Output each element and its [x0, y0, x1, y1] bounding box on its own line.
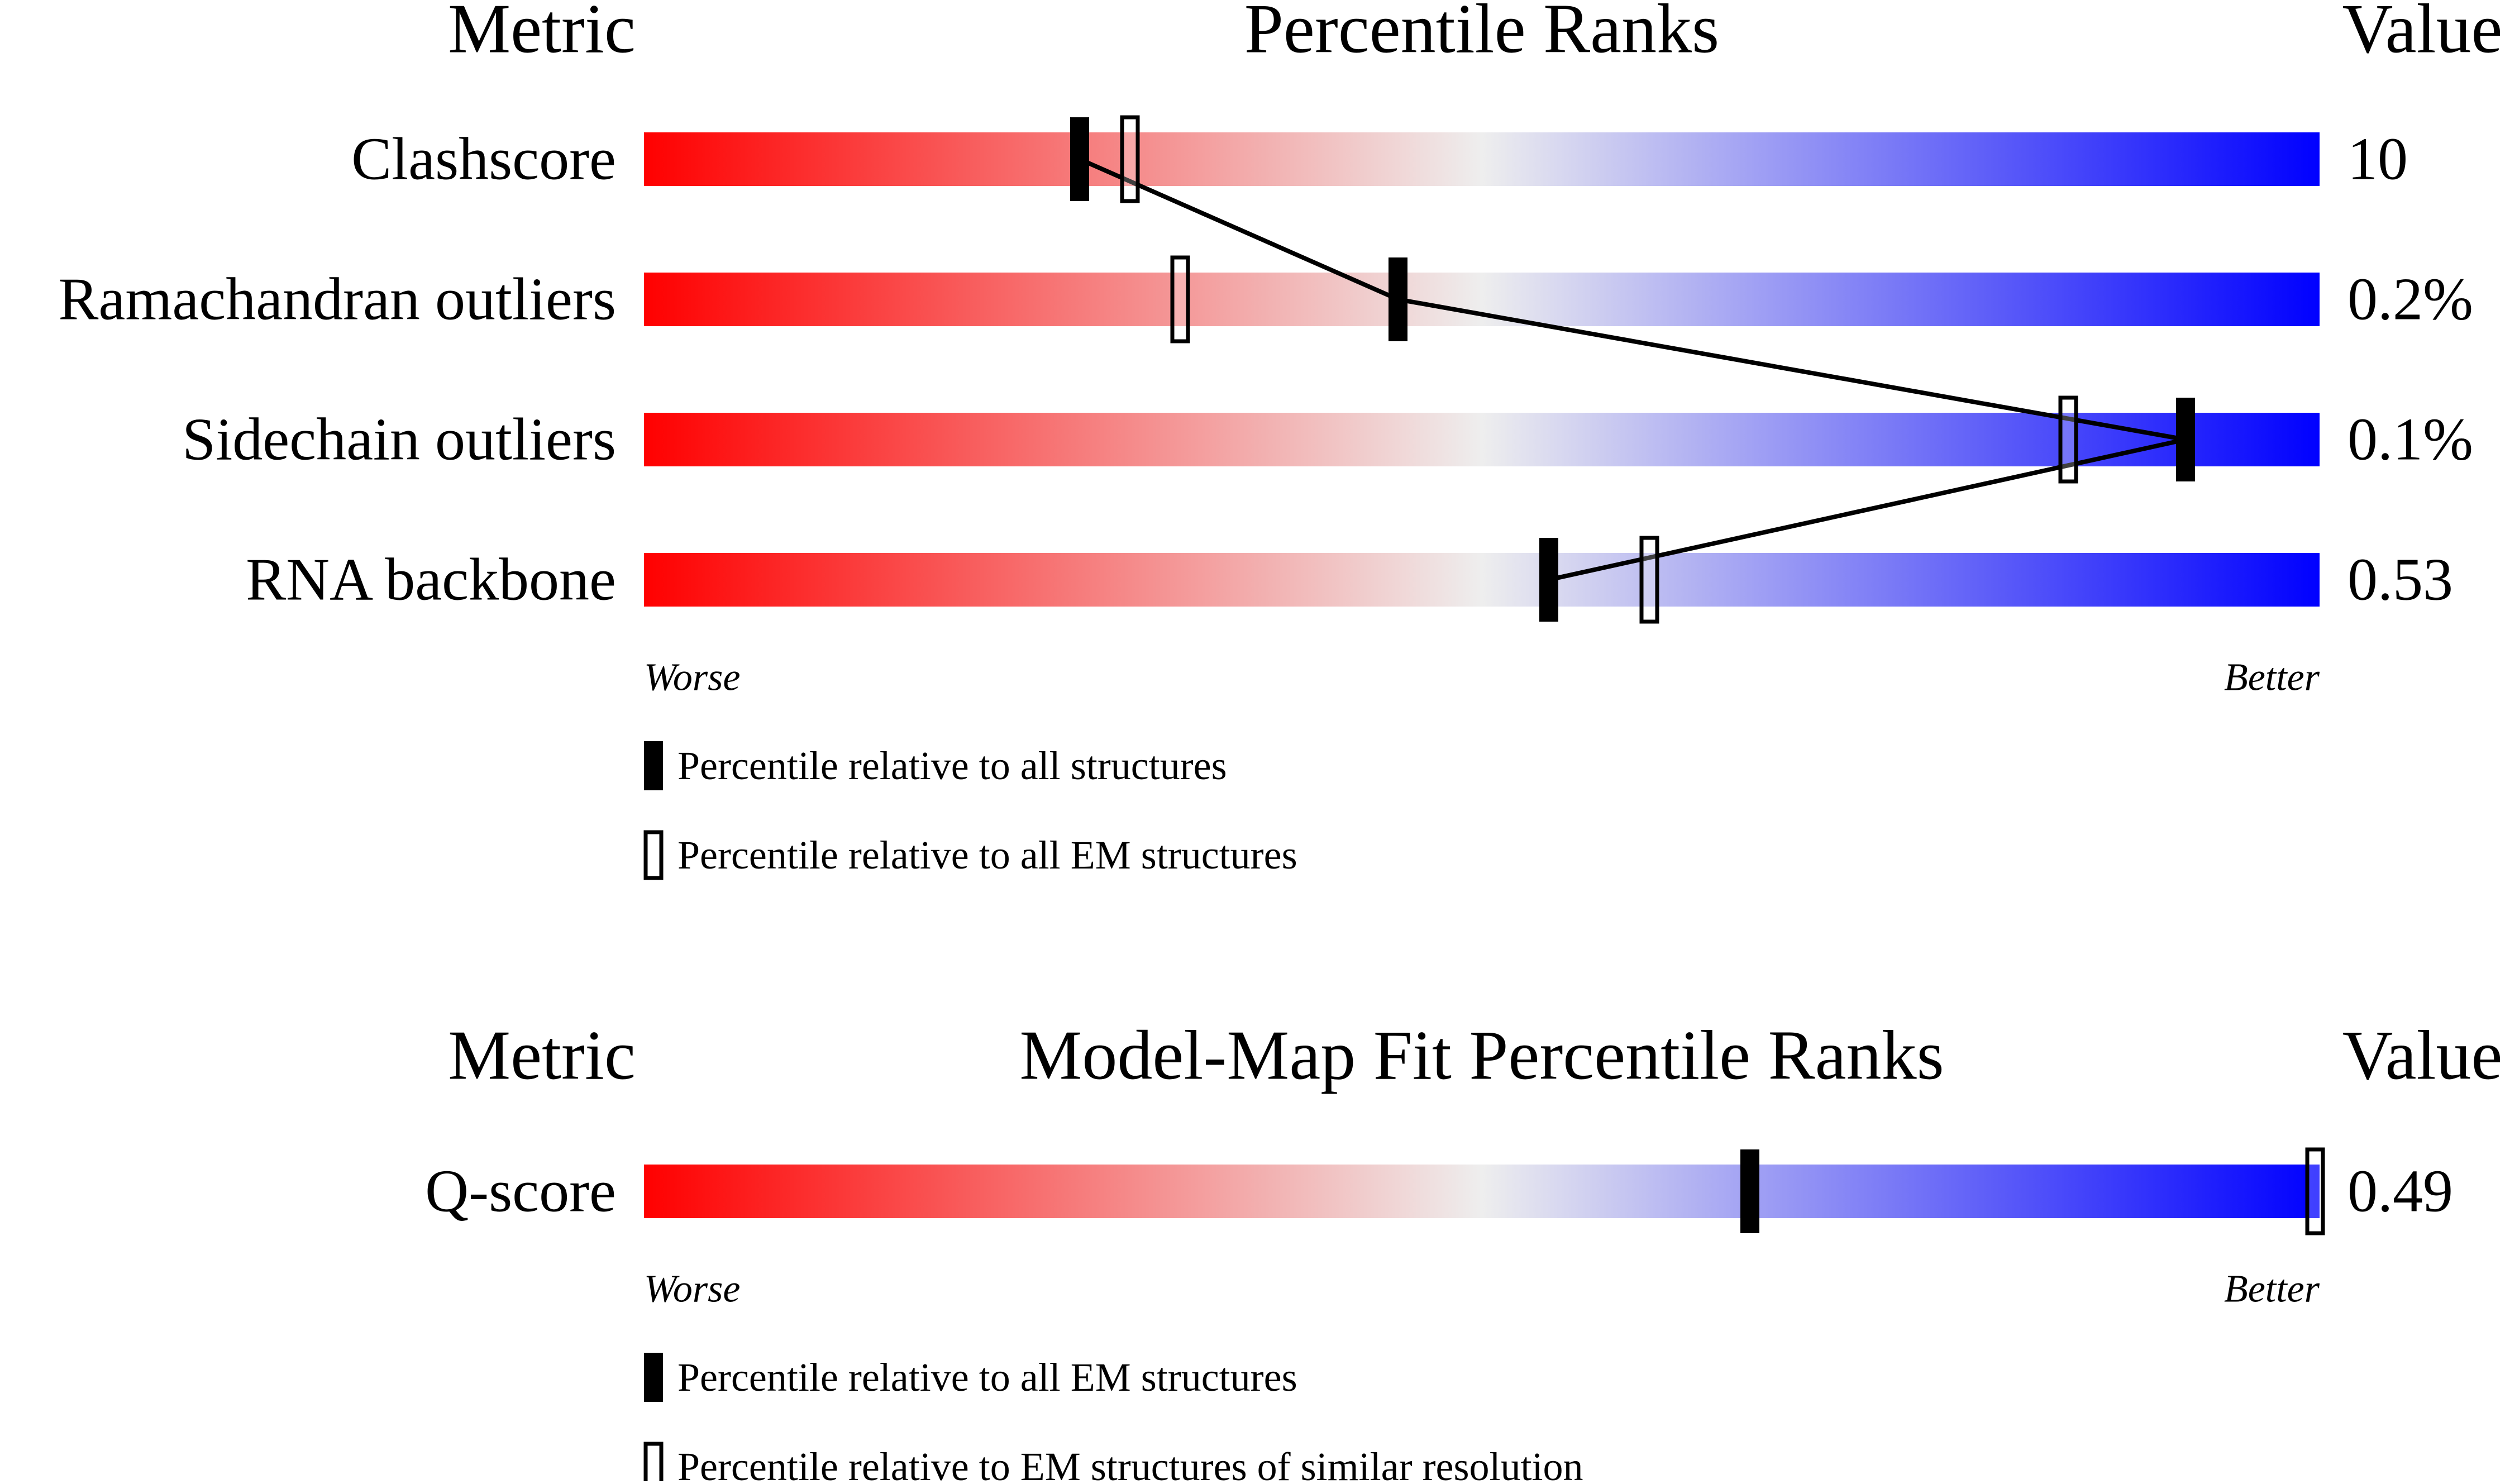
legend-open-marker [643, 830, 664, 880]
better-label: Better [2224, 1268, 2320, 1311]
percentile-bar [644, 132, 2320, 186]
filled-percentile-marker [1389, 257, 1407, 341]
metric-value: 0.53 [2347, 547, 2453, 613]
filled-percentile-marker [1740, 1149, 1759, 1233]
filled-percentile-marker [1070, 117, 1089, 201]
filled-percentile-marker [1539, 538, 1558, 622]
metric-value: 0.49 [2347, 1158, 2453, 1225]
value-header: Value [2342, 1017, 2503, 1095]
open-percentile-marker [1639, 536, 1659, 624]
legend-label: Percentile relative to all structures [677, 743, 1227, 788]
open-percentile-marker [2058, 395, 2078, 484]
metric-label: Sidechain outliers [182, 407, 616, 473]
percentile-connector-line [1079, 157, 2186, 582]
metric-label: RNA backbone [246, 547, 616, 613]
metric-label: Ramachandran outliers [58, 266, 616, 333]
metric-value: 10 [2347, 126, 2408, 193]
metric-header: Metric [448, 1017, 636, 1095]
percentile-bar [644, 273, 2320, 326]
value-header: Value [2342, 0, 2503, 68]
metric-label: Q-score [425, 1158, 616, 1225]
worse-label: Worse [644, 656, 740, 699]
legend-label: Percentile relative to EM structures of … [677, 1444, 1583, 1481]
filled-percentile-marker [2176, 398, 2195, 481]
better-label: Better [2224, 656, 2320, 699]
open-percentile-marker [2305, 1147, 2325, 1235]
open-percentile-marker [1170, 255, 1190, 343]
legend-filled-marker [644, 1353, 663, 1402]
legend-label: Percentile relative to all EM structures [677, 1355, 1297, 1400]
metric-value: 0.2% [2347, 266, 2473, 333]
open-percentile-marker [1120, 115, 1140, 203]
percentile-bar [644, 1165, 2320, 1218]
metric-header: Metric [448, 0, 636, 68]
percentile-bar [644, 553, 2320, 607]
legend-open-marker [643, 1442, 664, 1484]
worse-label: Worse [644, 1268, 740, 1311]
chart-title: Model-Map Fit Percentile Ranks [1019, 1017, 1944, 1095]
legend-filled-marker [644, 741, 663, 790]
metric-label: Clashscore [351, 126, 616, 193]
legend-label: Percentile relative to all EM structures [677, 833, 1297, 877]
metric-value: 0.1% [2347, 407, 2473, 473]
percentile-bar [644, 413, 2320, 466]
chart-title: Percentile Ranks [1244, 0, 1719, 68]
